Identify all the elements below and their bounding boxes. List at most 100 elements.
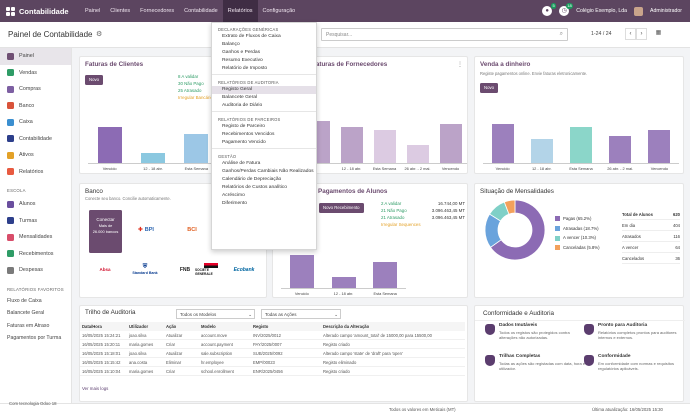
- bar-1[interactable]: [331, 277, 356, 288]
- legend-item-0[interactable]: Pagas (65.2%): [555, 214, 600, 224]
- menu-item[interactable]: Acréscimo: [222, 193, 245, 198]
- menu-item[interactable]: Ganhos e Perdas: [222, 50, 261, 55]
- kebab-icon[interactable]: ⋮: [457, 62, 463, 68]
- donut-slice-0[interactable]: [489, 199, 546, 261]
- company-switcher[interactable]: Colégio Exemplo, Lda: [576, 8, 627, 14]
- column-header[interactable]: Descrição da Alteração: [323, 324, 370, 329]
- menu-item[interactable]: Relatório de Imposto: [222, 66, 268, 71]
- bar-3[interactable]: [406, 145, 429, 163]
- menu-item[interactable]: Resumo Executivo: [222, 58, 263, 63]
- pager-prev-button[interactable]: ‹: [625, 28, 636, 40]
- bar-1[interactable]: [340, 127, 363, 163]
- sidebar-escola-item-1[interactable]: Turmas: [0, 213, 71, 230]
- menu-item[interactable]: Balanço: [222, 42, 240, 47]
- nav-item-0[interactable]: Painel: [85, 8, 101, 14]
- menu-item[interactable]: Recebimentos Vencidos: [222, 132, 275, 137]
- apps-grid-icon[interactable]: [6, 6, 15, 16]
- bank-logo-bpi[interactable]: ✚ BPI: [138, 226, 154, 233]
- bar-0[interactable]: [289, 255, 314, 288]
- column-header[interactable]: Utilizador: [129, 324, 149, 329]
- bar-2[interactable]: [570, 127, 592, 163]
- sidebar-escola-item-0[interactable]: Alunos: [0, 196, 71, 213]
- stat-validar[interactable]: 8 A validar: [178, 74, 199, 79]
- nav-item-1[interactable]: Clientes: [110, 8, 131, 14]
- stat-nao-pago[interactable]: 30 Não Pago: [178, 81, 204, 86]
- table-row[interactable]: 16/05/2025 15:15:42 ana.costa Eliminar hr.e…: [80, 358, 465, 367]
- bank-logo-fnb[interactable]: FNB: [164, 257, 206, 282]
- stat-atrasado[interactable]: 25 Atrasado: [178, 88, 202, 93]
- model-filter-select[interactable]: Todos os Modelos ⌄: [176, 309, 255, 319]
- bar-2[interactable]: [373, 262, 398, 288]
- column-header[interactable]: Ação: [166, 324, 177, 329]
- menu-item[interactable]: Análise de Fatura: [222, 161, 261, 166]
- bar-3[interactable]: [609, 136, 632, 163]
- table-row[interactable]: 16/05/2025 15:20:11 maria.gomes Criar accou…: [80, 340, 465, 349]
- gear-icon[interactable]: ⚙: [96, 31, 103, 38]
- app-brand[interactable]: Contabilidade: [0, 6, 80, 16]
- search-input[interactable]: Pesquisar... ⌕: [321, 28, 568, 41]
- connect-bank-button[interactable]: Conectar Mais de 26.000 bancos: [89, 210, 122, 253]
- sidebar-escola-item-4[interactable]: Despesas: [0, 262, 71, 279]
- bar-2[interactable]: [373, 130, 396, 163]
- menu-item[interactable]: Relatórios de Custos analítico: [222, 185, 287, 190]
- new-receipt-button[interactable]: Novo Recebimento: [319, 203, 364, 213]
- payment-stat-1[interactable]: 21 Não Pago 3.096.463,45 MT: [381, 207, 465, 214]
- favorite-report-1[interactable]: Balancete Geral: [7, 310, 45, 316]
- favorite-report-0[interactable]: Fluxo de Caixa: [7, 297, 42, 304]
- nav-item-2[interactable]: Fornecedores: [140, 8, 175, 14]
- favorite-report-3[interactable]: Pagamentos por Turma: [7, 335, 62, 341]
- kanban-view-icon[interactable]: ▦: [655, 30, 662, 36]
- more-logs-link[interactable]: Ver mais logs: [82, 386, 109, 391]
- stat-irregular[interactable]: Irregular Bancário: [178, 95, 213, 100]
- sidebar-item-2[interactable]: Compras: [0, 81, 71, 98]
- menu-item[interactable]: Registo Geral: [212, 86, 316, 94]
- sidebar-escola-item-3[interactable]: Recebimentos: [0, 246, 71, 263]
- legend-item-3[interactable]: Canceladas (5.8%): [555, 243, 600, 253]
- table-row[interactable]: 16/05/2025 15:24:21 joao.silva Atualizar ac…: [80, 331, 465, 340]
- sidebar-item-0[interactable]: Painel: [0, 48, 71, 65]
- bank-logo-ecobank[interactable]: Ecobank: [223, 257, 265, 282]
- table-row[interactable]: 16/05/2025 15:10:04 maria.gomes Criar schoo…: [80, 367, 465, 376]
- bank-logo-bci[interactable]: BCI: [171, 217, 213, 242]
- favorite-report-2[interactable]: Faturas em Atraso: [7, 322, 50, 329]
- menu-item[interactable]: Pagamento Vencido: [222, 140, 266, 145]
- bank-logo-standard-bank[interactable]: ⛨ Standard Bank: [132, 264, 158, 275]
- sidebar-item-4[interactable]: Caixa: [0, 114, 71, 131]
- nav-item-3[interactable]: Contabilidade: [184, 8, 218, 14]
- column-header[interactable]: Data/Hora: [82, 324, 102, 329]
- bar-0[interactable]: [97, 127, 122, 163]
- column-header[interactable]: Modelo: [201, 324, 216, 329]
- menu-item[interactable]: Registo de Parceiro: [222, 124, 265, 129]
- bar-1[interactable]: [530, 139, 553, 163]
- pager-value[interactable]: 1-24 / 24: [591, 31, 612, 37]
- menu-item[interactable]: Ganhos/Perdas Cambiais Não Realizados: [222, 169, 314, 174]
- bank-logo-societe-generale[interactable]: SOCIETE GENERALE: [195, 257, 227, 282]
- menu-item[interactable]: Diferimento: [222, 201, 248, 206]
- bar-4[interactable]: [648, 130, 671, 163]
- sidebar-item-7[interactable]: Relatórios: [0, 164, 71, 181]
- payment-stat-3[interactable]: Irregular Sequences: [381, 221, 465, 228]
- new-invoice-button[interactable]: Novo: [85, 75, 104, 85]
- menu-item[interactable]: Balancete Geral: [222, 95, 258, 100]
- legend-item-2[interactable]: A vencer (10.3%): [555, 233, 600, 243]
- menu-item[interactable]: Auditoria de Diário: [222, 103, 263, 108]
- sidebar-escola-item-2[interactable]: Mensalidades: [0, 229, 71, 246]
- search-icon[interactable]: ⌕: [559, 31, 563, 37]
- activity-icon[interactable]: ◷ 18: [559, 3, 574, 16]
- nav-item-4[interactable]: Relatórios: [222, 0, 258, 22]
- new-sale-button[interactable]: Novo: [480, 83, 499, 93]
- chat-icon[interactable]: ● 5: [542, 3, 557, 16]
- donut-slice-3[interactable]: [503, 199, 516, 215]
- bar-4[interactable]: [439, 124, 462, 163]
- bank-logo-absa[interactable]: Absa: [84, 257, 126, 282]
- bar-1[interactable]: [141, 153, 165, 163]
- menu-item[interactable]: Calendário de Depreciação: [222, 177, 282, 182]
- sidebar-item-5[interactable]: Contabilidade: [0, 131, 71, 148]
- column-header[interactable]: Registo: [253, 324, 269, 329]
- sidebar-item-1[interactable]: Vendas: [0, 65, 71, 82]
- sidebar-item-3[interactable]: Banco: [0, 98, 71, 115]
- payment-stat-2[interactable]: 21 Atrasado 3.096.463,45 MT: [381, 214, 465, 221]
- action-filter-select[interactable]: Todas as Ações ⌄: [261, 309, 341, 319]
- bar-0[interactable]: [491, 124, 514, 163]
- user-menu[interactable]: Administrador: [649, 8, 682, 14]
